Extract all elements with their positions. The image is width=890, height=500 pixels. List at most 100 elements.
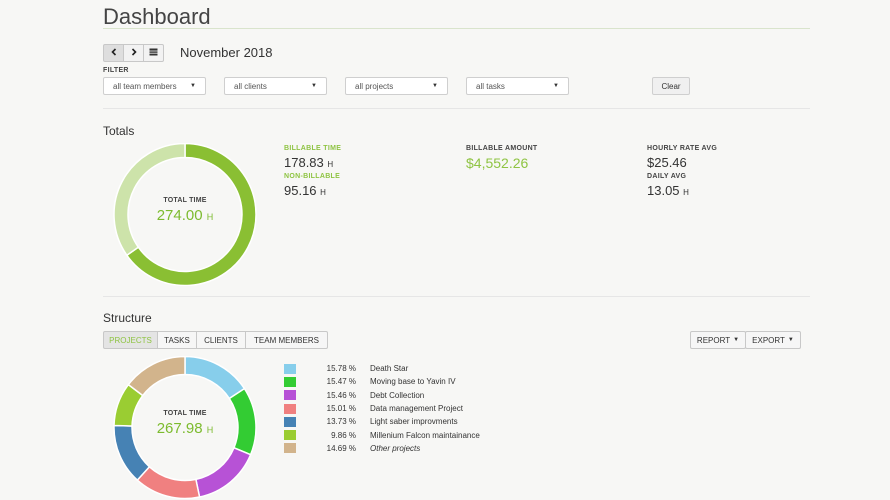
caret-down-icon: ▼	[733, 337, 740, 343]
billable-time-label: BILLABLE TIME	[284, 145, 342, 152]
filter-label: FILTER	[103, 67, 129, 74]
legend-swatch	[284, 443, 296, 454]
clear-filter-button[interactable]: Clear	[652, 77, 690, 95]
legend-percent: 15.46 %	[326, 390, 356, 400]
legend-item: 15.46 % Debt Collection	[284, 389, 480, 402]
daily-avg-stat: DAILY AVG 13.05 H	[647, 173, 689, 198]
legend-name: Millenium Falcon maintainance	[370, 430, 480, 440]
legend-swatch	[284, 376, 296, 387]
caret-down-icon: ▼	[190, 83, 196, 89]
month-navigation	[103, 44, 164, 62]
report-button-label: REPORT	[696, 335, 731, 345]
team-members-select-value: all team members	[113, 82, 177, 91]
legend-name: Data management Project	[370, 404, 463, 414]
legend-swatch	[284, 390, 296, 401]
legend-name: Debt Collection	[370, 390, 425, 400]
legend-item: 13.73 % Light saber improvments	[284, 415, 480, 428]
billable-time-value: 178.83 H	[284, 155, 341, 170]
structure-slice-debt-collection	[194, 446, 252, 498]
section-divider	[103, 108, 810, 109]
billable-amount-stat: BILLABLE AMOUNT $4,552.26	[466, 145, 538, 171]
legend-item: 15.47 % Moving base to Yavin IV	[284, 375, 480, 388]
legend-swatch	[284, 403, 296, 414]
legend-item: 14.69 % Other projects	[284, 442, 480, 455]
legend-percent: 15.01 %	[326, 404, 356, 414]
calendar-button[interactable]	[143, 44, 164, 62]
hourly-rate-avg-value: $25.46	[647, 155, 687, 170]
team-members-select[interactable]: all team members ▼	[103, 77, 206, 95]
projects-select[interactable]: all projects ▼	[345, 77, 448, 95]
clients-select-value: all clients	[234, 82, 267, 91]
projects-select-value: all projects	[355, 82, 394, 91]
structure-donut-chart	[113, 356, 257, 499]
next-month-button[interactable]	[123, 44, 144, 62]
non-billable-value: 95.16 H	[284, 183, 340, 198]
legend-percent: 13.73 %	[326, 417, 356, 427]
structure-total-time-value: 267.98 H	[130, 420, 240, 437]
structure-total-time-number: 267.98	[156, 420, 203, 437]
export-button-label: EXPORT	[752, 335, 785, 345]
total-time-value: 274.00 H	[130, 207, 240, 224]
hourly-rate-avg-label: HOURLY RATE AVG	[647, 145, 718, 152]
totals-donut-chart	[113, 143, 257, 286]
legend-percent: 14.69 %	[326, 443, 356, 453]
legend-swatch	[284, 430, 296, 441]
structure-donut-center: TOTAL TIME 267.98 H	[130, 410, 240, 437]
legend-percent: 9.86 %	[331, 430, 356, 440]
total-time-number: 274.00	[156, 207, 203, 224]
caret-down-icon: ▼	[787, 337, 794, 343]
non-billable-unit: H	[320, 188, 326, 197]
legend-name: Death Star	[370, 364, 409, 374]
billable-time-unit: H	[327, 160, 334, 169]
tasks-select[interactable]: all tasks ▼	[466, 77, 569, 95]
billable-time-number: 178.83	[284, 155, 324, 170]
structure-tabs: PROJECTS TASKS CLIENTS TEAM MEMBERS	[103, 331, 328, 349]
tab-projects[interactable]: PROJECTS	[103, 331, 158, 349]
daily-avg-label: DAILY AVG	[647, 173, 687, 180]
legend-percent: 15.78 %	[326, 364, 356, 374]
total-time-label: TOTAL TIME	[163, 197, 207, 204]
export-button[interactable]: EXPORT ▼	[745, 331, 801, 349]
tab-team-members[interactable]: TEAM MEMBERS	[245, 331, 328, 349]
legend-name: Other projects	[370, 443, 421, 453]
report-button[interactable]: REPORT ▼	[690, 331, 746, 349]
structure-total-time-unit: H	[206, 425, 214, 435]
title-divider	[103, 28, 810, 29]
daily-avg-number: 13.05	[647, 183, 680, 198]
legend-name: Light saber improvments	[370, 417, 458, 427]
billable-amount-label: BILLABLE AMOUNT	[466, 145, 538, 152]
legend-swatch	[284, 416, 296, 427]
chevron-right-icon	[130, 47, 138, 59]
structure-slice-other-projects	[127, 356, 186, 397]
calendar-icon	[149, 48, 158, 59]
structure-slice-data-management-project	[136, 465, 201, 499]
section-divider	[103, 296, 810, 297]
clients-select[interactable]: all clients ▼	[224, 77, 327, 95]
legend-item: 15.01 % Data management Project	[284, 402, 480, 415]
total-time-unit: H	[206, 212, 214, 222]
tab-tasks[interactable]: TASKS	[157, 331, 197, 349]
caret-down-icon: ▼	[432, 83, 438, 89]
daily-avg-unit: H	[683, 188, 689, 197]
hourly-rate-avg-stat: HOURLY RATE AVG $25.46	[647, 145, 717, 170]
totals-slice-non-billable	[113, 143, 186, 257]
non-billable-label: NON-BILLABLE	[284, 173, 341, 180]
billable-amount-value: $4,552.26	[466, 155, 529, 171]
tasks-select-value: all tasks	[476, 82, 505, 91]
structure-slice-death-star	[184, 356, 246, 400]
totals-title: Totals	[103, 124, 135, 138]
current-month: November 2018	[180, 45, 273, 60]
page-title: Dashboard	[103, 4, 211, 29]
prev-month-button[interactable]	[103, 44, 124, 62]
daily-avg-value: 13.05 H	[647, 183, 689, 198]
billable-time-stat: BILLABLE TIME 178.83 H	[284, 145, 341, 170]
legend-item: 15.78 % Death Star	[284, 362, 480, 375]
legend-name: Moving base to Yavin IV	[370, 377, 456, 387]
caret-down-icon: ▼	[553, 83, 559, 89]
structure-legend: 15.78 % Death Star 15.47 % Moving base to Y…	[284, 362, 480, 455]
chevron-left-icon	[110, 47, 118, 59]
caret-down-icon: ▼	[311, 83, 317, 89]
tab-clients[interactable]: CLIENTS	[196, 331, 246, 349]
legend-item: 9.86 % Millenium Falcon maintainance	[284, 428, 480, 441]
non-billable-stat: NON-BILLABLE 95.16 H	[284, 173, 340, 198]
